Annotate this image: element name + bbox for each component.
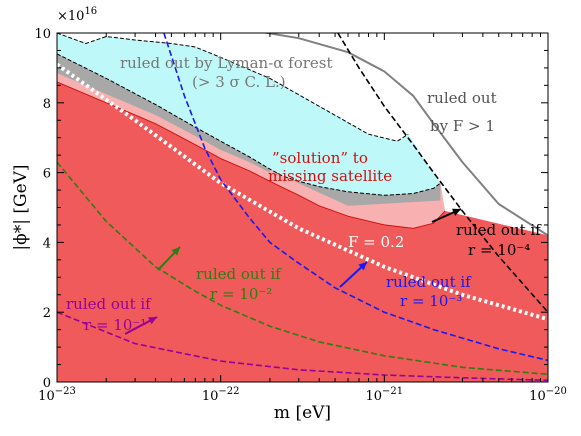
x-tick-exp: −20 [546, 386, 567, 397]
arrow-r3 [339, 261, 368, 288]
lyman-label-line1: ruled out by Lyman-α forest [120, 54, 333, 72]
y-tick-label: 2 [43, 306, 51, 321]
y-multiplier: ×1016 [57, 6, 97, 24]
arrow-r1-head [148, 317, 157, 325]
plot-area [57, 33, 548, 382]
x-tick-label: 10−23 [38, 386, 76, 404]
lyman-alpha-boundary [57, 33, 409, 142]
F-region-label-line2: by F > 1 [430, 117, 495, 135]
r3-label-line2: r = 10⁻³ [400, 292, 462, 310]
series-line-r1 [57, 311, 548, 382]
r1-label-line1: ruled out if [66, 295, 152, 313]
y-tick-label: 10 [34, 27, 51, 42]
y-tick-label: 0 [43, 376, 51, 391]
r4-label-line1: ruled out if [456, 221, 542, 239]
solution-band [57, 53, 446, 229]
gray-band [57, 53, 270, 173]
r2-label-line1: ruled out if [196, 265, 282, 283]
arrow-r2-head [171, 247, 180, 256]
y-tick-label: 4 [43, 236, 51, 251]
F-0.2-label: F = 0.2 [348, 233, 404, 251]
r4-label-line2: r = 10⁻⁴ [468, 241, 530, 259]
arrow-r2 [157, 246, 181, 271]
solution-label-line2: missing satellite [268, 167, 392, 185]
ruled-out-red-region [57, 81, 548, 382]
lyman-label-line2: (> 3 σ C. L.) [192, 73, 286, 91]
F-0.2-line [57, 62, 548, 322]
arrow-r4 [431, 208, 462, 223]
annotations: ruled out by Lyman-α forest(> 3 σ C. L.)… [66, 54, 542, 335]
y-multiplier-exp: 16 [84, 6, 97, 17]
x-tick-exp: −22 [218, 386, 239, 397]
arrow-r1 [124, 316, 158, 335]
x-tick-exp: −23 [55, 386, 76, 397]
x-axis-title: m [eV] [274, 403, 331, 423]
F-gt-1-boundary-line [261, 33, 548, 237]
x-tick-base: 10 [366, 389, 383, 404]
x-tick-label: 10−22 [202, 386, 240, 404]
series-line-r2 [57, 161, 548, 376]
r3-label-line1: ruled out if [386, 273, 472, 291]
r1-label-line2: r = 10⁻¹ [84, 316, 146, 334]
arrow-r3-head [358, 262, 367, 271]
y-tick-label: 6 [43, 167, 51, 182]
x-tick-base: 10 [38, 389, 55, 404]
series-line-r3 [163, 33, 548, 362]
lyman-alpha-region [57, 33, 441, 196]
arrow-r4-head [452, 208, 461, 216]
F-region-label-line1: ruled out [427, 89, 497, 107]
gray-band-right [282, 176, 441, 206]
series-line-r4 [337, 33, 548, 313]
x-tick-base: 10 [529, 389, 546, 404]
gray-band-boundary [57, 53, 441, 196]
solution-label-line1: ”solution” to [272, 149, 368, 167]
r2-label-line2: r = 10⁻² [210, 285, 272, 303]
y-axis-title: |ϕ*| [GeV] [11, 164, 31, 250]
x-tick-base: 10 [202, 389, 219, 404]
y-tick-label: 8 [43, 97, 51, 112]
ruled-out-F-region [57, 33, 548, 236]
x-tick-label: 10−20 [529, 386, 567, 404]
red-region-edge [57, 81, 446, 229]
y-multiplier-base: ×10 [57, 9, 84, 24]
x-tick-label: 10−21 [366, 386, 404, 404]
x-tick-exp: −21 [382, 386, 403, 397]
